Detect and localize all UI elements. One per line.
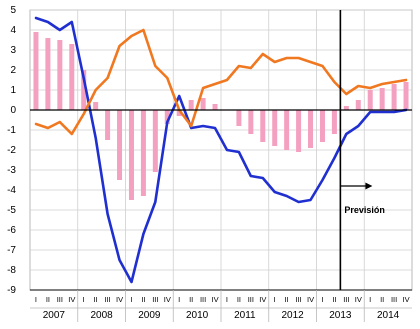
quarter-tick-label: II [94,295,98,304]
bar-mark [308,110,314,148]
series-line-1 [34,16,408,284]
quarter-tick-label: III [57,295,63,304]
y-tick-label: -4 [7,185,16,196]
y-tick-label: 0 [10,105,16,116]
forecast-label: Previsión [344,205,385,215]
y-tick-label: 4 [10,25,16,36]
y-tick-label: 5 [10,5,16,16]
quarter-tick-label: I [83,295,85,304]
quarter-tick-label: II [189,295,193,304]
quarter-tick-label: II [285,295,289,304]
quarter-tick-label: IV [211,295,218,304]
year-tick-label: 2009 [138,310,161,321]
y-tick-label: -2 [7,145,16,156]
y-tick-label: -3 [7,165,16,176]
quarter-tick-label: IV [402,295,409,304]
y-tick-label: -1 [7,125,16,136]
bar-mark [93,102,99,110]
quarter-tick-label: I [130,295,132,304]
quarter-tick-label: IV [355,295,362,304]
bar-mark [105,110,111,140]
quarter-tick-label: III [295,295,301,304]
bar-mark [212,104,218,110]
bar-mark [45,38,51,110]
bar-mark [391,84,397,110]
quarter-tick-label: I [35,295,37,304]
quarter-tick-label: II [380,295,384,304]
quarter-tick-label: III [200,295,206,304]
y-tick-label: 1 [10,85,16,96]
quarter-tick-label: III [391,295,397,304]
bar-mark [117,110,123,180]
year-tick-label: 2013 [329,310,352,321]
series-line-2 [34,28,408,136]
quarter-tick-label: I [274,295,276,304]
quarter-tick-label: I [226,295,228,304]
quarter-tick-label: I [178,295,180,304]
bar-mark [236,110,242,126]
bar-mark [379,88,385,110]
quarter-tick-label: IV [259,295,266,304]
quarter-tick-label: II [141,295,145,304]
quarter-tick-label: IV [307,295,314,304]
quarter-tick-label: IV [164,295,171,304]
y-tick-label: -6 [7,225,16,236]
bar-mark [272,110,278,146]
quarter-tick-label: I [369,295,371,304]
bar-mark [319,110,325,142]
quarter-tick-label: III [248,295,254,304]
bar-mark [403,82,409,110]
year-tick-label: 2008 [91,310,114,321]
year-tick-label: 2014 [377,310,400,321]
bar-mark [128,110,134,200]
quarter-tick-label: III [152,295,158,304]
bar-mark [260,110,266,142]
quarter-tick-label: IV [116,295,123,304]
gridlines [29,9,413,291]
bar-mark [367,90,373,110]
bar-mark [188,100,194,110]
year-tick-label: 2012 [282,310,305,321]
forecast-annotation: Previsión [339,10,385,290]
y-tick-label: -7 [7,245,16,256]
bar-mark [355,100,361,110]
bar-mark [296,110,302,152]
bar-mark [331,110,337,134]
bar-series [33,32,409,200]
bar-mark [57,40,63,110]
quarter-tick-label: I [321,295,323,304]
quarter-tick-label: III [104,295,110,304]
quarter-tick-label: II [46,295,50,304]
year-tick-label: 2007 [43,310,66,321]
y-tick-label: -9 [7,285,16,296]
quarter-tick-label: II [332,295,336,304]
bar-mark [69,44,75,110]
y-tick-label: 2 [10,65,16,76]
line-series [34,16,408,284]
y-tick-label: -8 [7,265,16,276]
y-tick-label: -5 [7,205,16,216]
quarter-tick-label: IV [68,295,75,304]
bar-mark [140,110,146,196]
bar-mark [33,32,39,110]
bar-mark [81,70,87,110]
bar-mark [343,106,349,110]
year-tick-label: 2011 [234,310,256,321]
bar-mark [284,110,290,150]
bar-mark [248,110,254,134]
y-tick-label: 3 [10,45,16,56]
quarter-tick-label: III [343,295,349,304]
bar-mark [200,98,206,110]
bar-mark [152,110,158,172]
forecast-arrowhead [365,182,373,190]
year-tick-label: 2010 [186,310,209,321]
quarter-tick-label: II [237,295,241,304]
bar-mark [164,110,170,124]
bar-mark [176,110,182,116]
